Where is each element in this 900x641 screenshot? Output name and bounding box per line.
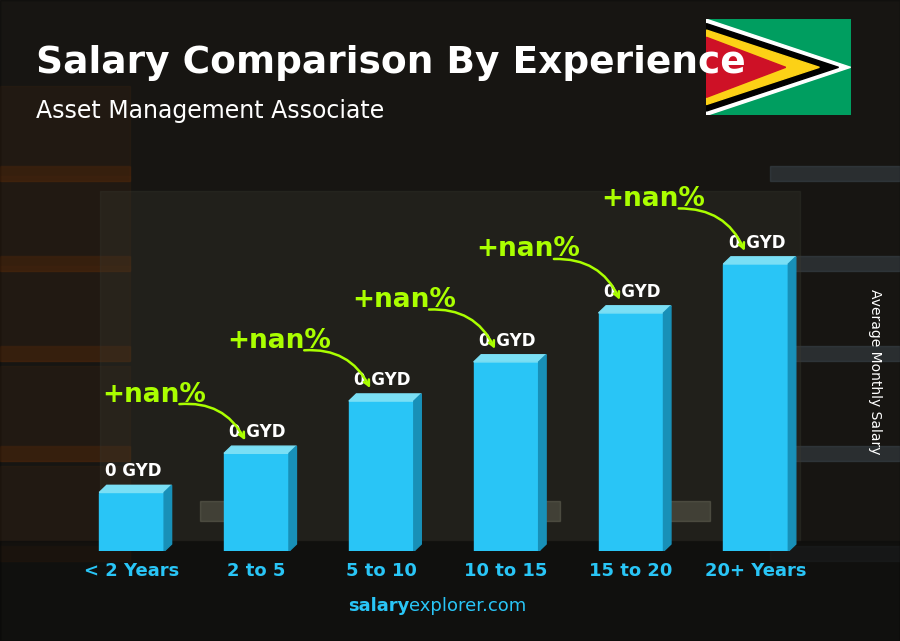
Bar xyxy=(770,346,900,361)
Bar xyxy=(0,256,130,271)
Bar xyxy=(200,501,260,521)
Polygon shape xyxy=(289,446,296,551)
Text: 0 GYD: 0 GYD xyxy=(604,283,661,301)
Bar xyxy=(650,501,710,521)
Bar xyxy=(0,86,130,166)
Bar xyxy=(770,256,900,271)
Text: 0 GYD: 0 GYD xyxy=(355,371,410,389)
Bar xyxy=(724,264,788,551)
Bar xyxy=(0,346,130,361)
Bar xyxy=(100,191,800,541)
Bar xyxy=(0,541,900,641)
Polygon shape xyxy=(663,306,671,551)
Bar xyxy=(349,401,414,551)
Text: Salary Comparison By Experience: Salary Comparison By Experience xyxy=(36,45,746,81)
Bar xyxy=(99,492,164,551)
Polygon shape xyxy=(99,485,172,492)
Polygon shape xyxy=(706,37,786,97)
Text: salary: salary xyxy=(348,597,410,615)
Bar xyxy=(0,546,130,561)
Text: 0 GYD: 0 GYD xyxy=(230,423,286,441)
Bar xyxy=(473,362,538,551)
Bar xyxy=(224,453,289,551)
Text: 0 GYD: 0 GYD xyxy=(104,462,161,480)
Polygon shape xyxy=(724,257,796,264)
Polygon shape xyxy=(706,19,850,115)
Bar xyxy=(0,446,130,461)
Bar xyxy=(0,266,130,346)
Text: +nan%: +nan% xyxy=(477,237,580,262)
Text: +nan%: +nan% xyxy=(103,381,206,408)
Text: +nan%: +nan% xyxy=(352,287,455,313)
Bar xyxy=(770,546,900,561)
Polygon shape xyxy=(788,257,796,551)
Text: +nan%: +nan% xyxy=(227,328,331,354)
Polygon shape xyxy=(473,354,546,362)
Bar xyxy=(770,446,900,461)
Text: +nan%: +nan% xyxy=(601,186,706,212)
Polygon shape xyxy=(224,446,296,453)
Bar xyxy=(0,176,130,256)
Bar xyxy=(598,313,663,551)
Bar xyxy=(0,466,130,546)
Polygon shape xyxy=(706,30,819,104)
Polygon shape xyxy=(414,394,421,551)
Bar xyxy=(350,501,410,521)
Text: Asset Management Associate: Asset Management Associate xyxy=(36,99,384,123)
Polygon shape xyxy=(598,306,671,313)
Bar xyxy=(500,501,560,521)
Polygon shape xyxy=(349,394,421,401)
Polygon shape xyxy=(164,485,172,551)
Text: 0 GYD: 0 GYD xyxy=(479,332,536,350)
Bar xyxy=(770,166,900,181)
Bar xyxy=(0,166,130,181)
Text: explorer.com: explorer.com xyxy=(410,597,526,615)
Bar xyxy=(0,366,130,446)
Text: Average Monthly Salary: Average Monthly Salary xyxy=(868,289,883,454)
Polygon shape xyxy=(706,24,839,111)
Text: 0 GYD: 0 GYD xyxy=(729,234,786,252)
Polygon shape xyxy=(538,354,546,551)
